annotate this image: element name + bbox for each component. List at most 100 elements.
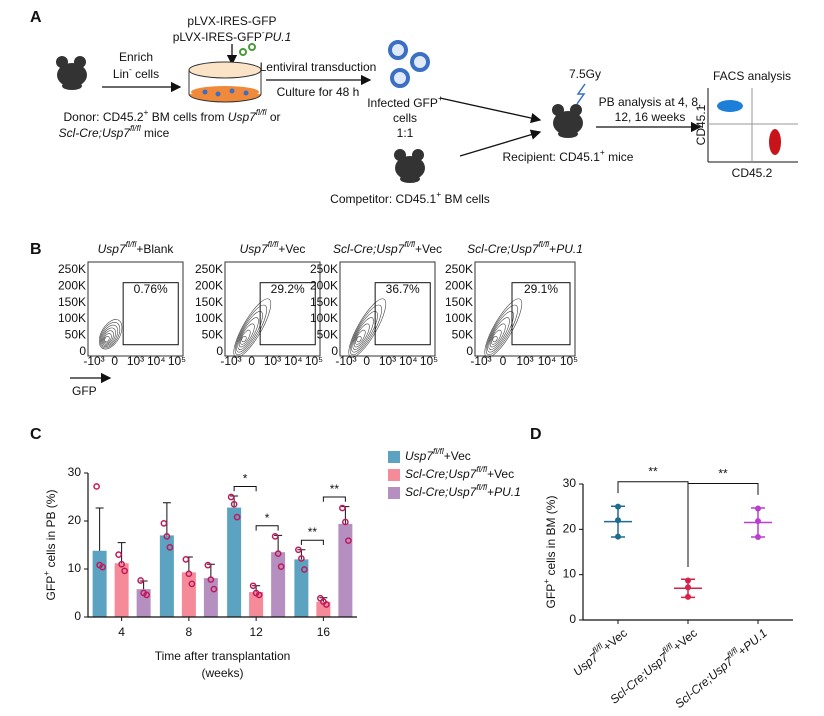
data-point [339, 504, 346, 512]
step-text: Enrich [119, 50, 153, 64]
plot-title: Scl-Cre;Usp7fl/fl+Vec [333, 239, 442, 256]
mouse-donor [56, 56, 87, 90]
plot-title: Scl-Cre;Usp7fl/fl+PU.1 [467, 239, 583, 256]
y-tick-label: 50K [65, 328, 86, 342]
mouse-competitor [394, 149, 425, 183]
significance-bracket [233, 485, 257, 492]
data-point [233, 513, 241, 521]
bar [227, 507, 242, 617]
contour [492, 335, 498, 343]
y-tick-label: 150K [445, 295, 473, 309]
y-tick-label: 0 [569, 612, 576, 626]
plot-title: Usp7fl/fl+Blank [98, 239, 175, 256]
step-text: 1:1 [397, 126, 414, 140]
data-point [295, 546, 302, 554]
y-tick-label: 30 [68, 465, 82, 479]
y-tick-label: 20 [563, 522, 577, 536]
plot-frame [87, 261, 184, 357]
significance-bracket [617, 481, 689, 567]
data-point [143, 591, 150, 599]
contour [353, 323, 370, 348]
contour [103, 333, 112, 344]
data-point [685, 593, 691, 600]
significance-label: ** [308, 525, 318, 539]
step-text: Lin- cells [113, 64, 159, 81]
step-text: cells [393, 111, 417, 125]
x-tick-label: 0 [248, 354, 255, 368]
y-tick-label: 250K [195, 262, 223, 276]
data-point [230, 500, 238, 508]
mouse-recipient [552, 104, 583, 138]
y-tick-label: 100K [445, 311, 473, 325]
contour [240, 329, 251, 345]
y-tick-label: 50K [452, 328, 473, 342]
step-text: 12, 16 weeks [615, 110, 686, 124]
y-tick-label: 10 [68, 561, 82, 575]
contour [349, 304, 382, 356]
error-bar [162, 502, 171, 536]
bar [249, 592, 264, 617]
bar [114, 563, 129, 617]
legend-label: Usp7fl/fl+Vec [405, 446, 471, 463]
bar [338, 523, 353, 617]
contour [98, 319, 123, 350]
data-point [163, 533, 171, 540]
y-tick-label: 200K [58, 279, 86, 293]
dose: 7.5Gy [569, 67, 601, 81]
contour [102, 330, 114, 345]
data-point [227, 493, 235, 501]
contour [489, 323, 506, 348]
data-point [298, 555, 305, 562]
contour [485, 304, 518, 356]
data-point [182, 556, 190, 563]
bar [159, 535, 174, 617]
gate [122, 282, 179, 346]
significance-label: ** [648, 465, 658, 479]
y-tick-label: 200K [310, 279, 338, 293]
x-tick-label: 0 [500, 354, 507, 368]
contour [351, 311, 378, 353]
facs-plot [707, 88, 798, 163]
significance-bracket [255, 525, 279, 531]
y-tick-label: 250K [58, 262, 86, 276]
significance-label: ** [718, 467, 728, 481]
plot-frame [474, 261, 576, 357]
contour [484, 298, 523, 358]
x-tick-label: 8 [186, 625, 193, 639]
vector: pLVX-IRES-GFP-PU.1 [173, 27, 292, 44]
plot-frame [339, 261, 436, 357]
data-point [204, 561, 212, 569]
x-tick-label: 4 [118, 625, 125, 639]
facs-y-label: CD45.1 [694, 104, 708, 145]
legend: Usp7fl/fl+VecScl-Cre;Usp7fl/fl+VecScl-Cr… [388, 446, 521, 499]
panel-label: B [30, 241, 42, 258]
data-point [185, 570, 193, 578]
gate-percent: 29.1% [524, 282, 558, 296]
x-tick-label: 10⁴ [538, 354, 557, 368]
x-tick-label: 10³ [516, 354, 533, 368]
x-tick-label: 0 [363, 354, 370, 368]
step-text: Infected GFP+ [367, 93, 443, 110]
significance-bracket [300, 539, 324, 545]
contour [238, 323, 255, 348]
bar [181, 572, 196, 617]
data-point [345, 537, 352, 545]
y-axis-title: GFP+ cells in PB (%) [41, 490, 58, 601]
data-point [255, 591, 263, 599]
contour [352, 317, 374, 350]
contour [241, 335, 247, 343]
vector: pLVX-IRES-GFP [187, 14, 276, 28]
contour [491, 329, 502, 345]
y-tick-label: 100K [58, 311, 86, 325]
contour [356, 335, 362, 343]
x-tick-label: 10³ [127, 354, 144, 368]
panel-label: C [30, 426, 42, 443]
data-point [755, 518, 761, 525]
y-tick-label: 50K [202, 328, 223, 342]
data-point [166, 544, 174, 551]
data-point [207, 576, 215, 583]
arrow [439, 97, 542, 124]
y-tick-label: 150K [310, 295, 338, 309]
data-point [301, 566, 308, 573]
